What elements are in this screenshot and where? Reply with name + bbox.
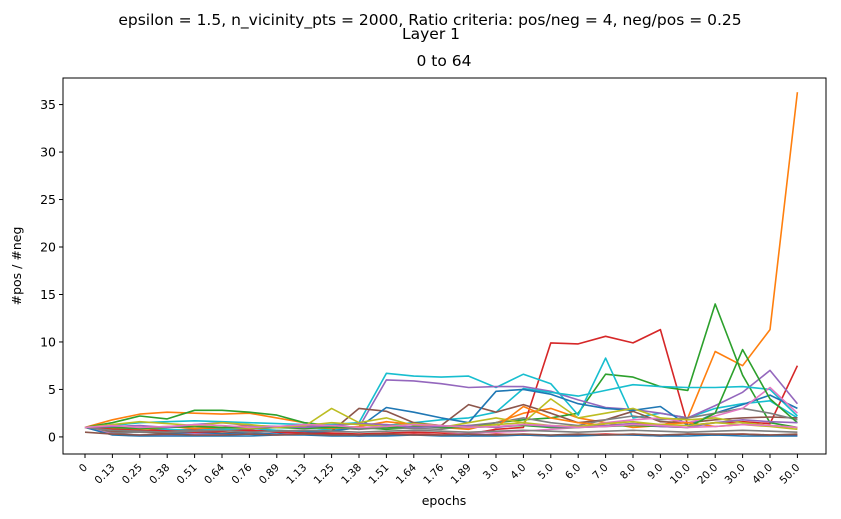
x-tick-label: 0 <box>77 462 90 475</box>
x-tick-label: 0.64 <box>202 461 227 486</box>
y-tick-label: 5 <box>48 382 56 397</box>
chart-suptitle: epsilon = 1.5, n_vicinity_pts = 2000, Ra… <box>118 11 741 30</box>
x-tick-label: 50.0 <box>777 462 802 487</box>
y-axis: 0 5 10 15 20 25 30 35 <box>40 97 63 444</box>
x-tick-label: 0.76 <box>229 461 254 486</box>
x-tick-label: 6.0 <box>563 462 583 482</box>
x-tick-label: 1.89 <box>449 462 474 487</box>
x-axis-label: epochs <box>422 493 467 508</box>
x-axis: 0 0.13 0.25 0.38 0.51 0.64 0.76 0.89 1.13 1.25 1.3… <box>77 454 803 487</box>
series-line-14 <box>84 426 798 437</box>
x-tick-label: 0.89 <box>257 462 282 487</box>
x-tick-label: 7.0 <box>590 462 610 482</box>
plot-frame <box>62 77 827 455</box>
x-tick-label: 0.25 <box>120 462 145 487</box>
x-tick-label: 1.51 <box>366 462 391 487</box>
y-tick-label: 30 <box>40 145 56 160</box>
y-tick-label: 15 <box>40 287 56 302</box>
x-tick-label: 0.13 <box>92 462 117 487</box>
x-tick-label: 20.0 <box>695 462 720 487</box>
x-tick-label: 3.0 <box>481 462 501 482</box>
series-layer <box>84 92 799 437</box>
x-tick-label: 10.0 <box>668 462 693 487</box>
x-tick-label: 1.13 <box>284 462 309 487</box>
x-tick-label: 8.0 <box>618 462 638 482</box>
x-tick-label: 4.0 <box>508 462 528 482</box>
y-axis-label: #pos / #neg <box>9 227 24 306</box>
x-tick-label: 1.76 <box>421 461 446 486</box>
chart-title-line1: Layer 1 <box>402 25 460 43</box>
y-tick-label: 20 <box>40 240 56 255</box>
x-tick-label: 1.25 <box>312 462 337 487</box>
series-line-1 <box>84 328 799 435</box>
x-tick-label: 30.0 <box>723 462 748 487</box>
series-line-15 <box>84 431 798 436</box>
x-tick-label: 5.0 <box>536 462 556 482</box>
x-tick-label: 9.0 <box>645 462 665 482</box>
y-tick-label: 0 <box>48 429 56 444</box>
x-tick-label: 1.64 <box>394 461 419 486</box>
series-line-19 <box>84 423 798 429</box>
x-tick-label: 0.38 <box>147 462 172 487</box>
series-line-17 <box>84 426 798 434</box>
y-tick-label: 25 <box>40 192 56 207</box>
y-tick-label: 35 <box>40 97 56 112</box>
x-tick-label: 40.0 <box>750 462 775 487</box>
series-line-0 <box>84 92 799 431</box>
y-tick-label: 10 <box>40 334 56 349</box>
x-tick-label: 0.51 <box>175 462 200 487</box>
chart-title-line2: 0 to 64 <box>417 52 472 70</box>
x-tick-label: 1.38 <box>339 462 364 487</box>
